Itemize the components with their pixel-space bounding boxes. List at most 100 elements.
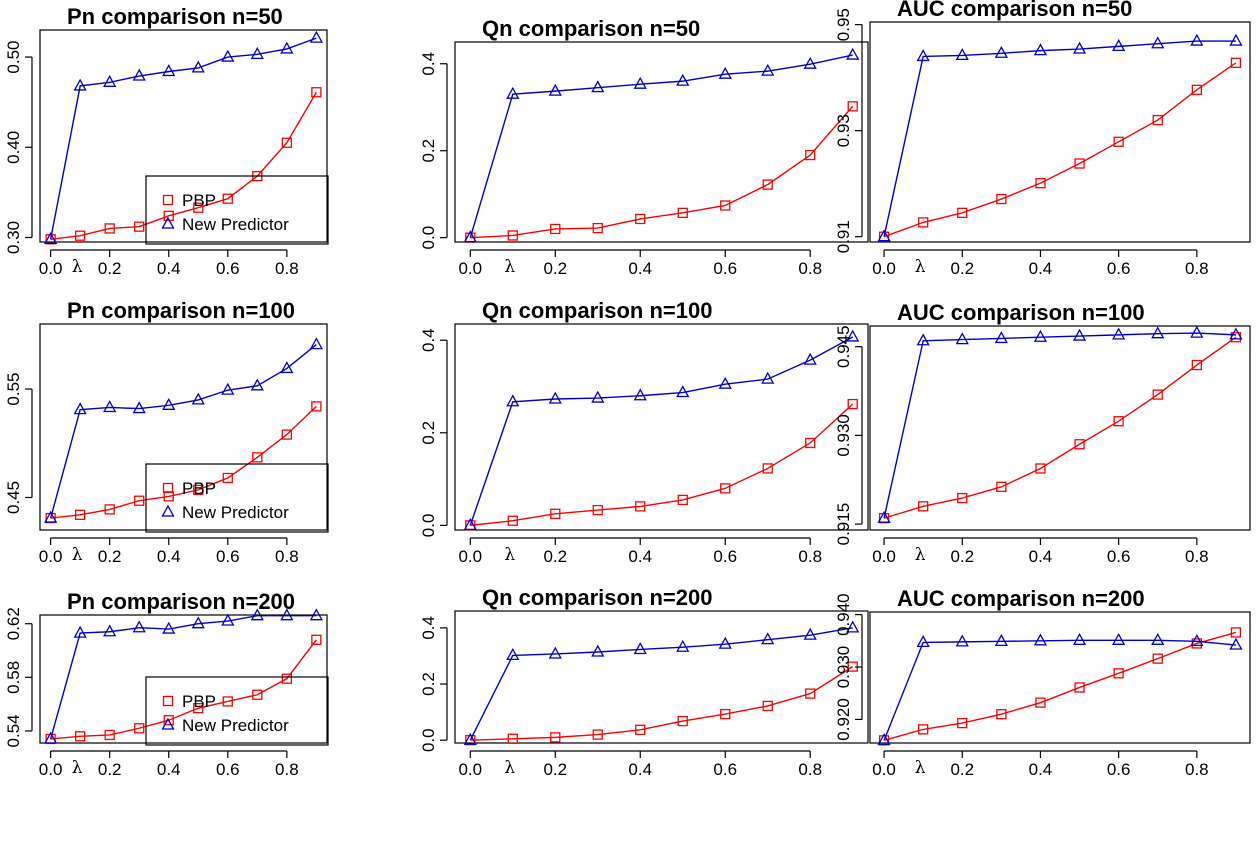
new-predictor-point	[846, 620, 860, 633]
new-predictor-point	[877, 229, 891, 242]
series-line-pbp	[470, 105, 854, 239]
x-tick-label: 0.8	[275, 760, 299, 779]
x-tick-label: 0.8	[275, 547, 299, 566]
pbp-point	[281, 673, 292, 684]
new-predictor-point	[103, 74, 117, 87]
new-predictor-point	[994, 331, 1008, 344]
new-predictor-point	[676, 639, 690, 652]
y-tick-label: 0.40	[4, 131, 23, 164]
series-line-pbp	[50, 405, 317, 519]
new-predictor-point	[44, 231, 58, 244]
x-tick-label: 0.6	[1107, 760, 1131, 779]
y-tick-label: 0.930	[834, 414, 853, 457]
new-predictor-point	[221, 613, 235, 626]
x-axis-label: λ	[504, 545, 515, 565]
series-line-new-predictor	[469, 54, 853, 238]
x-axis-label: λ	[915, 257, 926, 277]
pbp-point	[847, 101, 858, 112]
x-tick-label: 0.6	[216, 760, 240, 779]
new-predictor-point	[718, 636, 732, 649]
x-tick-label: 0.2	[98, 760, 122, 779]
new-predictor-point	[1072, 632, 1087, 645]
new-predictor-point	[916, 333, 930, 346]
new-predictor-point	[877, 733, 891, 746]
pbp-point	[677, 207, 688, 219]
new-predictor-point	[761, 632, 775, 645]
new-predictor-point	[633, 388, 647, 401]
x-tick-label: 0.8	[1185, 259, 1209, 278]
panel-3: AUC comparison n=50 0.0 0.2 0.4 0.6 0.8 λ 0.91 0…	[834, 0, 1251, 278]
pbp-point	[996, 709, 1007, 720]
new-predictor-point	[591, 644, 605, 657]
y-tick-label: 0.915	[834, 503, 853, 546]
pbp-point	[1152, 114, 1163, 126]
pbp-point	[193, 703, 204, 714]
pbp-point	[720, 483, 731, 494]
new-predictor-point	[548, 391, 562, 404]
legend-label-pbp: PBP	[182, 692, 216, 711]
plot-frame	[454, 610, 869, 744]
y-tick-label: 0.50	[4, 41, 23, 74]
new-predictor-point	[463, 518, 477, 531]
x-tick-label: 0.8	[798, 760, 822, 779]
new-predictor-point	[1190, 325, 1204, 338]
new-predictor-point	[250, 378, 264, 391]
legend-label-new-predictor: New Predictor	[182, 716, 289, 735]
x-tick-label: 0.6	[713, 259, 737, 278]
pbp-point	[163, 715, 174, 726]
x-tick-label: 0.0	[458, 259, 482, 278]
y-tick-label: 0.62	[4, 607, 23, 640]
pbp-point	[75, 731, 86, 742]
x-tick-label: 0.8	[1185, 547, 1209, 566]
new-predictor-point	[718, 376, 732, 389]
panel-9: AUC comparison n=200 0.0 0.2 0.4 0.6 0.8 λ 0.92…	[834, 586, 1251, 779]
new-predictor-point	[548, 646, 562, 659]
square-icon	[162, 695, 174, 707]
x-tick-label: 0.4	[628, 547, 652, 566]
chart-title: AUC comparison n=200	[897, 586, 1145, 611]
series-line-new-predictor	[49, 614, 317, 740]
new-predictor-point	[73, 402, 87, 415]
x-tick-label: 0.8	[1185, 760, 1209, 779]
chart-title: Qn comparison n=100	[482, 298, 712, 323]
pbp-point	[1152, 389, 1163, 400]
new-predictor-point	[803, 627, 817, 640]
y-tick-label: 0.30	[4, 221, 23, 254]
new-predictor-point	[591, 80, 605, 93]
new-predictor-point	[250, 47, 264, 60]
new-predictor-point	[1072, 41, 1087, 54]
pbp-point	[1035, 178, 1046, 189]
y-tick-label: 0.58	[4, 661, 23, 694]
new-predictor-point	[309, 337, 323, 350]
y-tick-label: 0.91	[834, 220, 853, 253]
pbp-point	[507, 230, 518, 241]
new-predictor-point	[803, 56, 817, 69]
new-predictor-point	[162, 397, 176, 410]
x-tick-label: 0.0	[39, 547, 63, 566]
pbp-point	[193, 202, 204, 213]
new-predictor-point	[1229, 327, 1243, 340]
legend: PBP New Predictor	[145, 676, 329, 746]
series-line-pbp	[883, 631, 1237, 742]
pbp-point	[252, 689, 263, 700]
pbp-point	[507, 733, 518, 744]
new-predictor-point	[994, 633, 1008, 646]
new-predictor-point	[1033, 329, 1048, 342]
new-predictor-point	[846, 47, 860, 60]
pbp-point	[1074, 158, 1085, 169]
new-predictor-point	[280, 608, 294, 621]
new-predictor-point	[548, 83, 562, 96]
legend-label-new-predictor: New Predictor	[182, 503, 289, 522]
legend-label-pbp: PBP	[182, 191, 216, 210]
pbp-point	[592, 504, 603, 516]
new-predictor-point	[761, 371, 775, 384]
y-tick-label: 0.4	[419, 616, 438, 640]
legend-box	[145, 463, 329, 533]
new-predictor-point	[463, 732, 477, 745]
new-predictor-point	[1229, 33, 1243, 46]
triangle-icon	[161, 717, 175, 730]
x-axis-label: λ	[504, 758, 515, 778]
x-tick-label: 0.6	[1107, 259, 1131, 278]
x-tick-label: 0.6	[713, 547, 737, 566]
